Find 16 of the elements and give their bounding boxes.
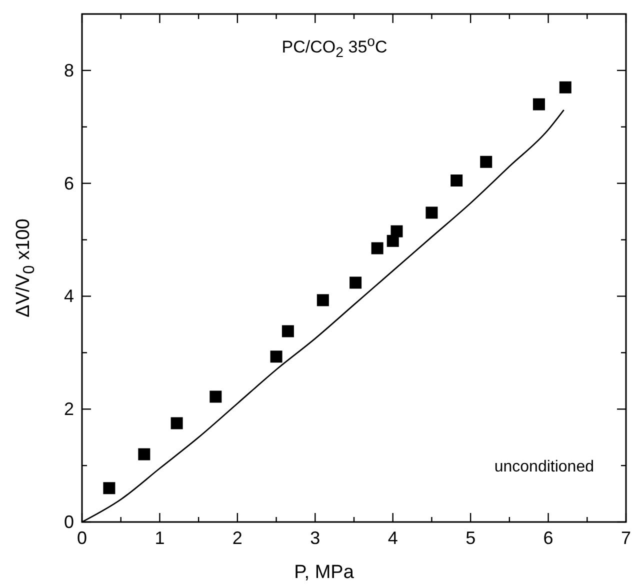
y-tick-label: 0 bbox=[64, 512, 74, 532]
text: PC/CO$_{2}$ 35$^{o}$C bbox=[280, 33, 388, 64]
annotation: unconditioned bbox=[494, 458, 594, 476]
x-tick-label: 7 bbox=[620, 528, 632, 548]
y-tick-label: 2 bbox=[64, 399, 74, 420]
y-tick-label: 8 bbox=[64, 60, 74, 80]
x-tick-label: 1 bbox=[154, 528, 165, 548]
y-tick-label: 6 bbox=[64, 173, 74, 194]
x-tick-label: 6 bbox=[543, 528, 554, 548]
x-tick-label: 5 bbox=[466, 528, 476, 548]
x-tick-label: 2 bbox=[232, 528, 242, 548]
y-tick-label: 4 bbox=[64, 286, 74, 306]
x-tick-label: 0 bbox=[76, 528, 88, 548]
x-tick-label: 3 bbox=[310, 528, 320, 548]
x-axis-title: P, MPa bbox=[294, 562, 354, 583]
x-tick-label: 4 bbox=[388, 528, 398, 548]
